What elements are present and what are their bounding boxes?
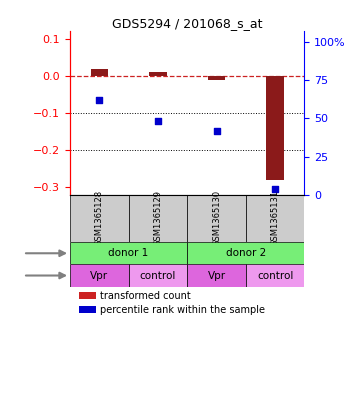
Text: GSM1365130: GSM1365130: [212, 190, 221, 246]
Bar: [70, 264, 129, 286]
Text: percentile rank within the sample: percentile rank within the sample: [100, 305, 266, 315]
Bar: [266, 76, 284, 180]
Bar: [129, 195, 187, 242]
Point: [272, 185, 278, 192]
Bar: [79, 306, 96, 313]
Text: control: control: [257, 270, 293, 281]
Bar: [246, 264, 304, 286]
Point: [214, 127, 219, 134]
Bar: [70, 242, 187, 264]
Bar: [129, 264, 187, 286]
Point: [97, 97, 102, 103]
Text: donor 1: donor 1: [108, 248, 149, 258]
Bar: [187, 264, 246, 286]
Text: Vpr: Vpr: [90, 270, 108, 281]
Bar: [187, 195, 246, 242]
Text: GSM1365131: GSM1365131: [271, 190, 280, 246]
Bar: [70, 195, 129, 242]
Bar: [246, 195, 304, 242]
Title: GDS5294 / 201068_s_at: GDS5294 / 201068_s_at: [112, 17, 262, 30]
Bar: [208, 76, 225, 80]
Text: donor 2: donor 2: [226, 248, 266, 258]
Text: Vpr: Vpr: [208, 270, 226, 281]
Text: GSM1365129: GSM1365129: [153, 190, 162, 246]
Bar: [79, 292, 96, 299]
Bar: [91, 68, 108, 76]
Point: [155, 118, 161, 125]
Bar: [187, 242, 304, 264]
Bar: [149, 72, 167, 76]
Text: GSM1365128: GSM1365128: [95, 190, 104, 246]
Text: transformed count: transformed count: [100, 290, 191, 301]
Text: control: control: [140, 270, 176, 281]
